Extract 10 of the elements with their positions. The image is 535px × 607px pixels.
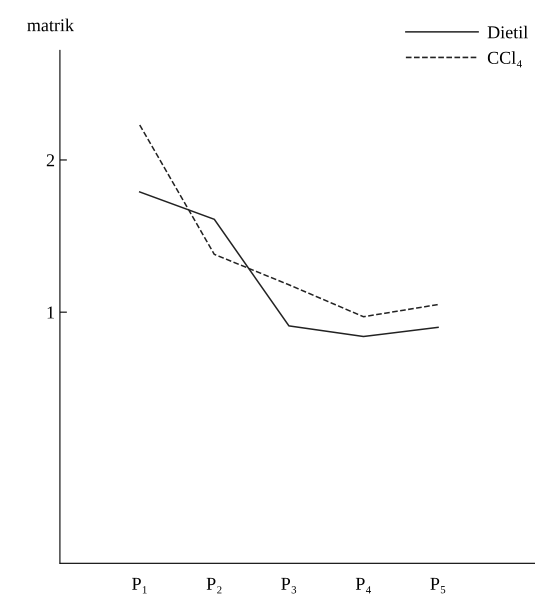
x-tick-label: P₄ <box>356 578 372 594</box>
legend-label: CCl₄ <box>488 51 522 68</box>
x-tick-label: P₂ <box>206 578 222 594</box>
x-tick-label: P₃ <box>281 578 296 594</box>
x-tick-label: P₅ <box>430 578 446 594</box>
y-axis-title: matrik <box>27 18 74 32</box>
legend-label: Dietil <box>488 26 528 38</box>
y-tick-label: 2 <box>46 154 54 166</box>
x-tick-label: P₁ <box>132 578 147 594</box>
y-tick-label: 1 <box>48 306 54 318</box>
